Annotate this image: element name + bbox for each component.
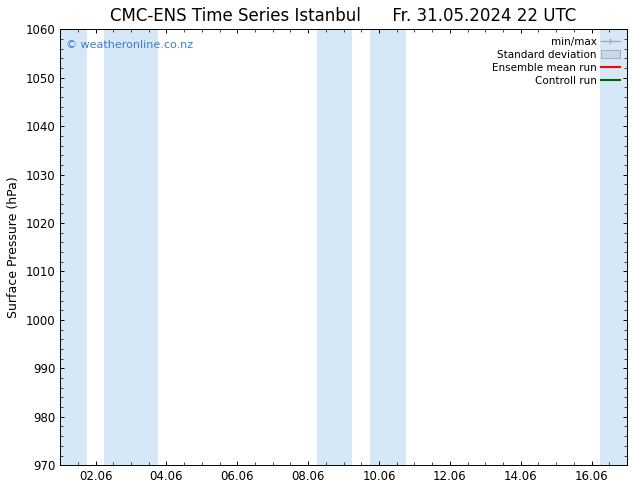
Bar — [370, 29, 406, 465]
Bar — [317, 29, 353, 465]
Bar — [60, 29, 87, 465]
Legend: min/max, Standard deviation, Ensemble mean run, Controll run: min/max, Standard deviation, Ensemble me… — [490, 34, 622, 88]
Text: © weatheronline.co.nz: © weatheronline.co.nz — [66, 40, 193, 50]
Bar — [600, 29, 627, 465]
Y-axis label: Surface Pressure (hPa): Surface Pressure (hPa) — [7, 176, 20, 318]
Title: CMC-ENS Time Series Istanbul      Fr. 31.05.2024 22 UTC: CMC-ENS Time Series Istanbul Fr. 31.05.2… — [110, 7, 577, 25]
Bar — [105, 29, 158, 465]
